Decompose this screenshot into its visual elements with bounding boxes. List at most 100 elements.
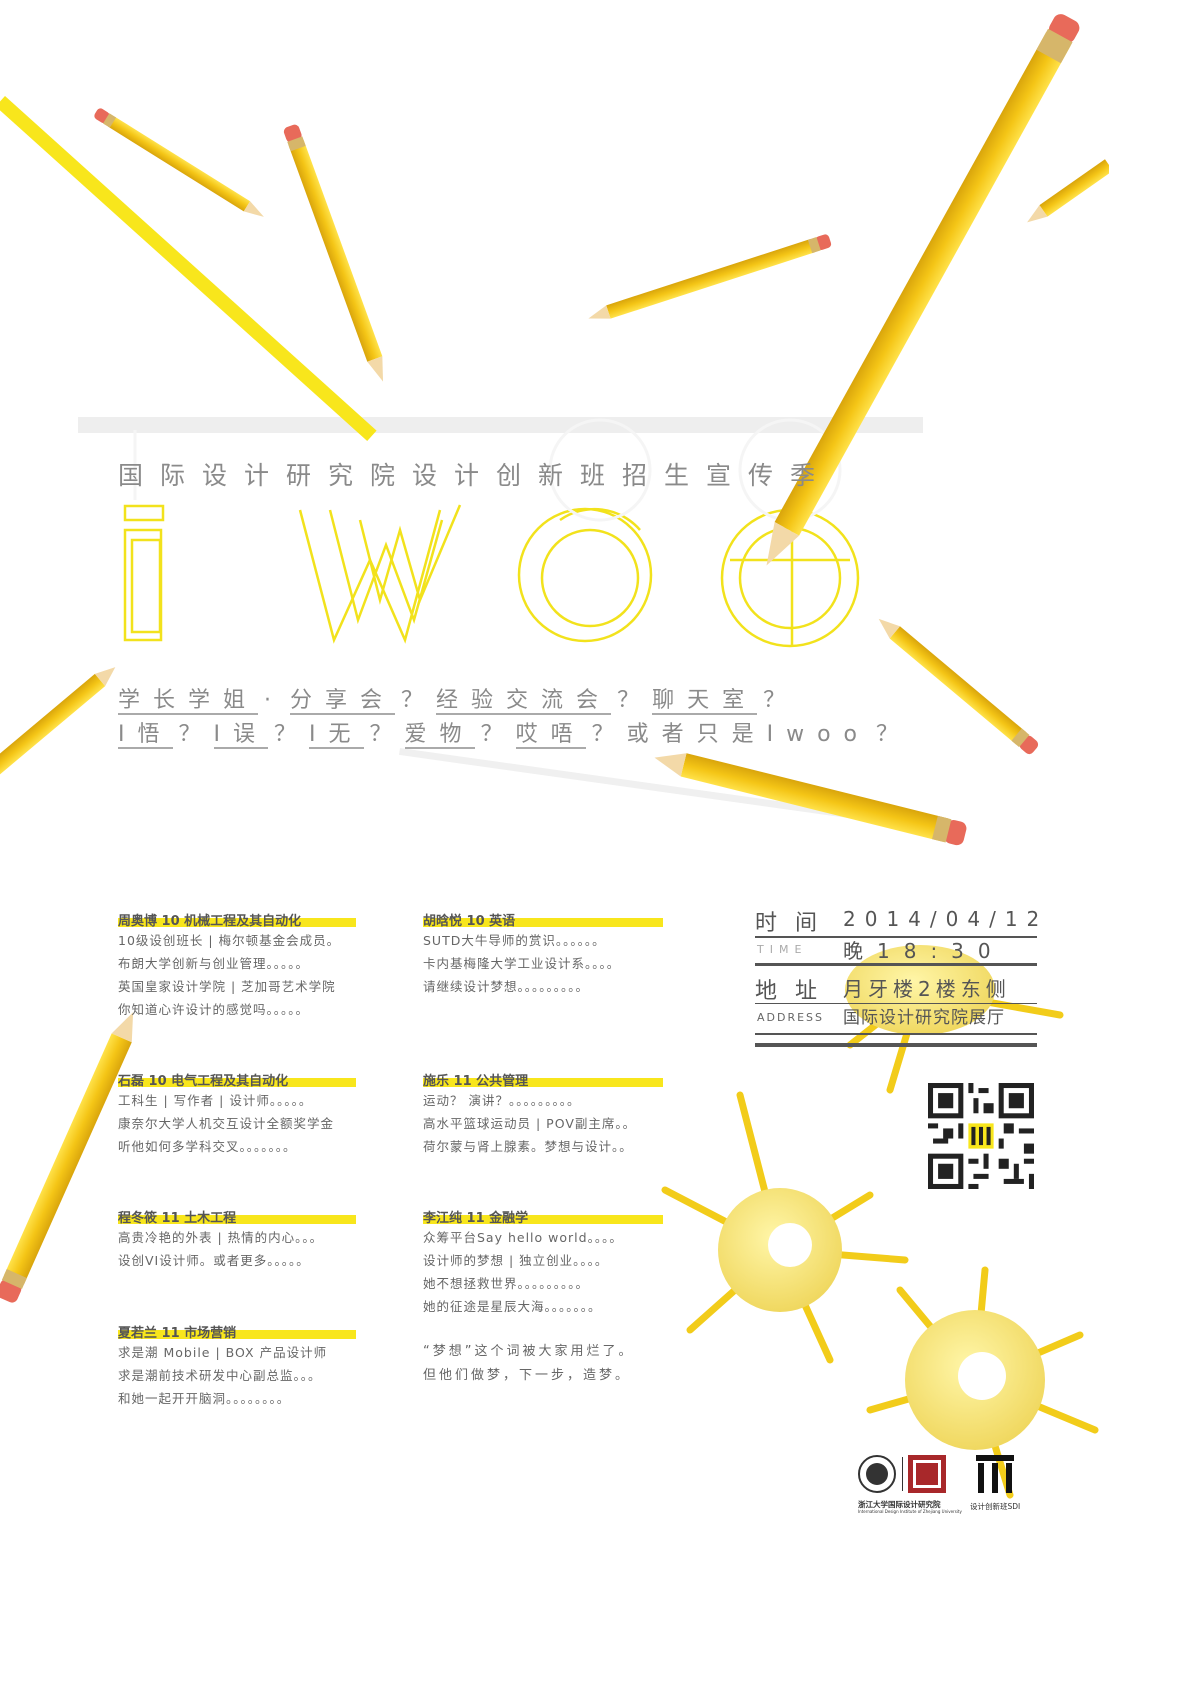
pencil (94, 108, 264, 217)
divider (755, 1003, 1037, 1004)
pencil (1027, 159, 1109, 223)
bio-line: 荷尔蒙与肾上腺素。梦想与设计。。 (423, 1139, 633, 1154)
gray-bar (399, 748, 896, 825)
highlight-bar (423, 1078, 663, 1087)
tag-item: 学长学姐 (118, 688, 259, 715)
tag-item: 经验交流会 (436, 688, 612, 715)
pencil (0, 1012, 134, 1303)
pencil (654, 753, 967, 846)
logo-bar: 浙江大学国际设计研究院 International Design Institu… (858, 1455, 1038, 1515)
highlight-bar (423, 918, 663, 927)
sdi-logo-icon (976, 1455, 1014, 1495)
tag-sep: ？ (178, 722, 214, 747)
bio-line: 求是潮 Mobile | BOX 产品设计师 (118, 1345, 328, 1360)
bio-line: 请继续设计梦想。。。。。。。。。 (423, 979, 590, 994)
bio-card: 周奥博 10 机械工程及其自动化 10级设创班长 | 梅尔顿基金会成员。 布朗大… (118, 910, 368, 1021)
time-label: 时间 (755, 911, 836, 936)
bio-card: 李江纯 11 金融学 众筹平台Say hello world。。。。 设计师的梦… (423, 1207, 673, 1318)
bio-line: 求是潮前技术研发中心副总监。。。 (118, 1368, 322, 1383)
tag-item: 哎唔 (515, 722, 586, 749)
tag-sep: ？ (591, 722, 627, 747)
bio-line: 康奈尔大学人机交互设计全额奖学金 (118, 1116, 335, 1131)
bio-name: 李江纯 11 金融学 (423, 1207, 595, 1227)
bio-line: 众筹平台Say hello world。。。。 (423, 1230, 623, 1245)
event-title: iWOO (0, 0, 1, 1)
event-time: 晚18:30 (843, 939, 1005, 963)
bio-line: 和她一起开开脑洞。。。。。。。。 (118, 1391, 291, 1406)
tag-item: 聊天室 (652, 688, 758, 715)
bio-line: 工科生 | 写作者 | 设计师。。。。。 (118, 1093, 313, 1108)
bio-line: 设计师的梦想 | 独立创业。。。。 (423, 1253, 609, 1268)
tag-sep: ？ (274, 722, 310, 747)
tagline-row-1: 学长学姐 · 分享会 ？经验交流会 ？聊天室？ (118, 682, 799, 715)
highlight-bar (423, 1215, 663, 1224)
bio-line: 运动？ 演讲？。。。。。。。。。 (423, 1093, 581, 1108)
bio-line: 她的征途是星辰大海。。。。。。。 (423, 1299, 602, 1314)
tag-item: 或者只是Iwoo (626, 722, 871, 747)
yellow-stripe (0, 96, 377, 441)
tag-item: 爱物 (404, 722, 475, 749)
gray-bar (78, 417, 923, 433)
tag-sep: ？ (369, 722, 405, 747)
tag-item: I悟 (118, 722, 173, 749)
tag-sep: ？ (480, 722, 516, 747)
address-line-1: 月牙楼2楼东侧 (843, 977, 1011, 1001)
zju-seal-icon (858, 1455, 896, 1493)
tag-item: 分享会 (290, 688, 396, 715)
bio-line: 高贵冷艳的外表 | 热情的内心。。。 (118, 1230, 324, 1245)
bio-name: 程冬筱 11 土木工程 (118, 1207, 303, 1227)
pencil (283, 124, 384, 382)
bio-name: 石磊 10 电气工程及其自动化 (118, 1070, 355, 1090)
divider (755, 936, 1037, 938)
bio-card: 程冬筱 11 土木工程 高贵冷艳的外表 | 热情的内心。。。 设创VI设计师。或… (118, 1207, 368, 1272)
bio-line: 10级设创班长 | 梅尔顿基金会成员。 (118, 933, 341, 948)
time-label-en: TIME (757, 943, 808, 956)
tag-item: I误 (213, 722, 269, 749)
bio-line: 听他如何多学科交叉。。。。。。。 (118, 1139, 297, 1154)
divider (755, 1033, 1037, 1035)
bio-line: 卡内基梅隆大学工业设计系。。。。 (423, 956, 621, 971)
bio-line: 你知道心许设计的感觉吗。。。。。 (118, 1002, 310, 1017)
bio-line: SUTD大牛导师的赏识。。。。。。 (423, 933, 606, 948)
title-letters (123, 504, 860, 648)
bio-name: 夏若兰 11 市场营销 (118, 1322, 303, 1342)
tag-sep: ？ (401, 688, 437, 713)
bio-card: 施乐 11 公共管理 运动？ 演讲？。。。。。。。。。 高水平篮球运动员 | P… (423, 1070, 673, 1158)
bio-line: 她不想拯救世界。。。。。。。。。 (423, 1276, 590, 1291)
closing-quote: “梦想”这个词被大家用烂了。 但他们做梦，下一步，造梦。 (423, 1340, 634, 1388)
tag-sep: ？ (763, 688, 799, 713)
event-info: 时间 2014/04/12 TIME 晚18:30 地址 月牙楼2楼东侧 ADD… (755, 905, 1039, 1050)
tag-sep: ？ (617, 688, 653, 713)
idi-name-cn: 浙江大学国际设计研究院 (858, 1500, 941, 1509)
pencil (0, 667, 116, 780)
pencil (588, 234, 832, 319)
tag-sep: · (264, 688, 285, 713)
qr-code[interactable] (928, 1083, 1034, 1189)
bio-name: 周奥博 10 机械工程及其自动化 (118, 910, 368, 930)
bio-line: 设创VI设计师。或者更多。。。。。 (118, 1253, 310, 1268)
bio-line: 高水平篮球运动员 | POV副主席。。 (423, 1116, 637, 1131)
event-subtitle: 国际设计研究院设计创新班招生宣传季 (118, 461, 833, 490)
tag-sep: ？ (876, 722, 912, 747)
divider (755, 963, 1037, 966)
quote-line: “梦想”这个词被大家用烂了。 (423, 1344, 635, 1359)
address-label: 地址 (755, 979, 836, 1004)
event-date: 2014/04/12 (843, 907, 1049, 931)
donut-sculpture (661, 945, 1099, 1499)
bio-line: 布朗大学创新与创业管理。。。。。 (118, 956, 310, 971)
idi-name-en: International Design Institute of Zhejia… (858, 1509, 962, 1514)
tagline-row-2: I悟 ？I误 ？I无 ？爱物 ？哎唔 ？或者只是Iwoo？ (118, 716, 912, 749)
idi-seal-icon (908, 1455, 946, 1493)
divider (755, 1043, 1037, 1047)
pencil (766, 14, 1080, 566)
address-line-2: 国际设计研究院展厅 (843, 1008, 1005, 1028)
bio-name: 胡晗悦 10 英语 (423, 910, 582, 930)
bio-card: 石磊 10 电气工程及其自动化 工科生 | 写作者 | 设计师。。。。。 康奈尔… (118, 1070, 368, 1158)
sdi-name: 设计创新班SDI (970, 1502, 1021, 1511)
address-label-en: ADDRESS (757, 1011, 825, 1024)
divider (902, 1457, 903, 1491)
tag-item: I无 (309, 722, 364, 749)
bio-card: 夏若兰 11 市场营销 求是潮 Mobile | BOX 产品设计师 求是潮前技… (118, 1322, 368, 1410)
pencil (878, 618, 1039, 755)
bio-line: 英国皇家设计学院 | 芝加哥艺术学院 (118, 979, 336, 994)
